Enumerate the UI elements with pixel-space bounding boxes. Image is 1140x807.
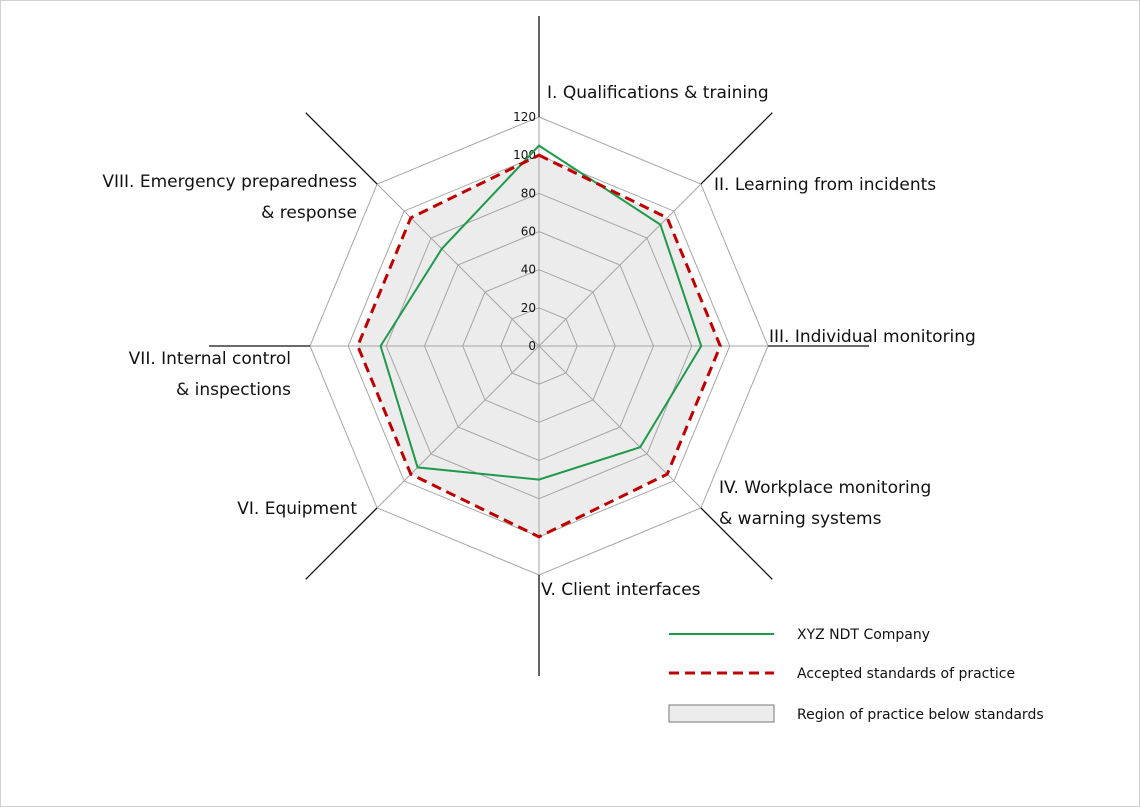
series-standards-line <box>356 153 722 539</box>
legend-label-1: XYZ NDT Company <box>797 627 930 643</box>
tick-label-120: 120 <box>513 110 536 124</box>
category-label-7-line-1: VII. Internal control <box>129 349 291 369</box>
tick-label-100: 100 <box>513 148 536 162</box>
axis-line-4 <box>700 507 773 580</box>
category-label-8-line-2: & response <box>261 203 357 223</box>
spoke-4 <box>538 345 702 509</box>
tick-label-40: 40 <box>521 263 536 277</box>
category-label-4-line-1: IV. Workplace monitoring <box>719 478 931 498</box>
tick-label-60: 60 <box>521 225 536 239</box>
legend-swatch-region <box>668 704 775 723</box>
category-labels-layer: I. Qualifications & training II. Learning… <box>102 83 976 600</box>
axis-line-6 <box>305 507 378 580</box>
spoke-8 <box>376 183 540 347</box>
axis-line-2 <box>700 112 773 185</box>
tick-label-80: 80 <box>521 186 536 200</box>
tick-labels-layer: 0 20 40 60 80 100 120 <box>513 110 536 353</box>
legend-label-3: Region of practice below standards <box>797 707 1044 723</box>
legend-label-2: Accepted standards of practice <box>797 666 1015 682</box>
tick-label-0: 0 <box>528 339 536 353</box>
legend: XYZ NDT Company Accepted standards of pra… <box>668 627 1044 723</box>
category-label-7-line-2: & inspections <box>176 380 291 400</box>
category-label-1: I. Qualifications & training <box>547 83 769 103</box>
category-label-3: III. Individual monitoring <box>769 327 976 347</box>
axis-lines-layer <box>209 16 869 676</box>
series-company-line <box>379 144 703 481</box>
series-layer <box>356 144 722 539</box>
axis-line-8 <box>305 112 378 185</box>
category-label-5: V. Client interfaces <box>541 580 701 600</box>
spoke-2 <box>538 183 702 347</box>
category-label-8-line-1: VIII. Emergency preparedness <box>102 172 357 192</box>
tick-label-20: 20 <box>521 301 536 315</box>
spoke-6 <box>376 345 540 509</box>
category-label-6: VI. Equipment <box>237 499 357 519</box>
category-label-4-line-2: & warning systems <box>719 509 882 529</box>
category-label-2: II. Learning from incidents <box>714 175 936 195</box>
